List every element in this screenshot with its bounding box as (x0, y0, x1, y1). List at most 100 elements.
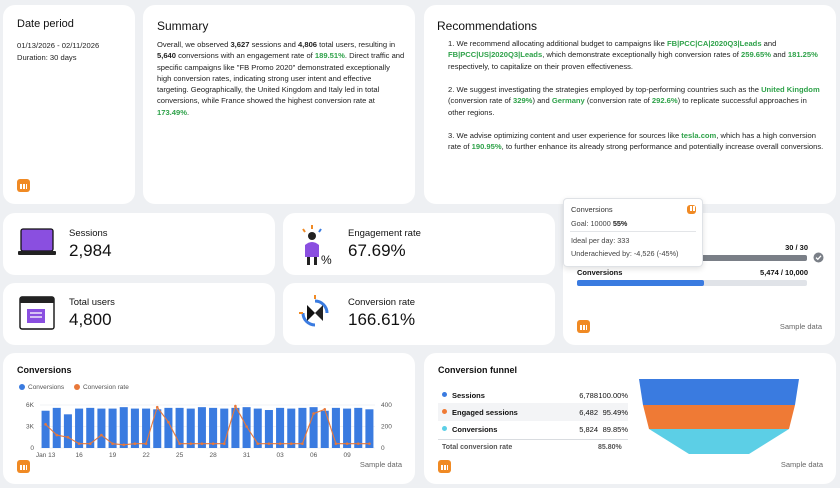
conversion-bar (75, 408, 84, 448)
x-tick: Jan 13 (36, 452, 56, 459)
funnel-stage-conversions (649, 429, 789, 454)
tooltip-title: Conversions (571, 205, 613, 214)
x-tick: 03 (276, 452, 284, 459)
date-range: 01/13/2026 - 02/11/2026 (17, 41, 100, 50)
engagement-metric-card: % Engagement rate 67.69% (283, 213, 555, 275)
conversion-rate-point (211, 442, 215, 445)
conversion-bar (220, 408, 229, 448)
conversion-bar (186, 408, 195, 448)
tooltip-goal: Goal: 10000 55% (571, 219, 628, 228)
conversion-rate-point (88, 442, 92, 445)
recommendation-3: 3. We advise optimizing content and user… (448, 131, 824, 152)
x-tick: 16 (75, 452, 83, 459)
conversion-rate-point (144, 442, 148, 445)
conversion-rate-point (312, 412, 315, 415)
recommendations-card: Recommendations 1. We recommend allocati… (424, 5, 836, 204)
recommendation-1: 1. We recommend allocating additional bu… (448, 39, 818, 71)
conversion-bar (197, 407, 206, 448)
conversion-bar (63, 414, 72, 448)
conversion-rate-point (167, 420, 170, 424)
conversion-rate-point (44, 423, 47, 426)
users-metric-card: Total users 4,800 (3, 283, 275, 345)
funnel-logo-icon (438, 460, 451, 473)
goals-sample-label: Sample data (779, 322, 822, 331)
y-left-tick: 0 (30, 445, 34, 452)
y-right-tick: 0 (381, 445, 385, 452)
legend-conversion-rate: Conversion rate (82, 384, 129, 391)
conversion-rate-point (301, 442, 304, 445)
duration: Duration: 30 days (17, 53, 77, 62)
conversion-rate-point (155, 405, 159, 409)
conversion-bar (209, 407, 218, 448)
conversion-bar (343, 408, 352, 448)
y-right-tick: 200 (381, 424, 392, 431)
engagement-value: 67.69% (348, 241, 406, 260)
conversion-rate-point (111, 442, 114, 445)
x-tick: 31 (243, 452, 251, 459)
engagement-person-icon: % (302, 225, 332, 267)
conversion-rate-point (323, 408, 327, 411)
x-tick: 25 (176, 452, 184, 459)
conversion-rate-point (368, 442, 371, 445)
conversion-rate-point (66, 435, 70, 439)
funnel-row-engaged: Engaged sessions 6,482 95.49% (438, 403, 628, 421)
users-label: Total users (69, 297, 115, 308)
conversion-metric-card: Conversion rate 166.61% (283, 283, 555, 345)
conversion-rate-point (345, 442, 349, 445)
funnel-row-conversions: Conversions 5,824 89.85% (438, 420, 628, 438)
conversion-rate-point (77, 442, 81, 445)
conversion-cycle-icon (299, 295, 329, 327)
date-period-title: Date period (17, 18, 74, 30)
conversion-rate-point (278, 442, 282, 445)
conversion-bar (276, 407, 285, 448)
recommendations-title: Recommendations (437, 19, 538, 33)
conversion-rate-point (122, 443, 126, 447)
funnel-stage-engaged (643, 405, 795, 429)
y-left-tick: 6K (26, 402, 35, 409)
conversions-chart-card: Conversions Conversions Conversion rate … (3, 353, 415, 484)
chart-logo-icon (17, 460, 30, 473)
x-tick: 06 (310, 452, 318, 459)
conversion-rate-point (256, 442, 260, 445)
y-left-tick: 3K (26, 424, 35, 431)
y-right-tick: 400 (381, 402, 392, 409)
tooltip-ideal: Ideal per day: 333 (571, 236, 630, 245)
conversion-rate-point (334, 442, 338, 445)
legend-conversions: Conversions (28, 384, 65, 391)
x-tick: 19 (109, 452, 117, 459)
conversion-rate-point (245, 425, 248, 428)
tooltip-logo-icon (687, 205, 697, 214)
conversions-dot (442, 426, 447, 431)
conversion-bar (354, 407, 363, 448)
sessions-label: Sessions (69, 228, 108, 239)
conversions-chart-title: Conversions (17, 365, 72, 375)
funnel-total-label: Total conversion rate (442, 444, 513, 451)
funnel-stage-sessions (639, 379, 799, 405)
conversion-bar (331, 407, 340, 448)
conversion-bar (52, 407, 61, 448)
conversion-bar (97, 408, 106, 448)
conversion-bar (320, 410, 329, 448)
conversion-rate-point (234, 404, 237, 408)
conversion-bar (231, 407, 240, 448)
funnel-total-value: 85.80% (598, 444, 622, 451)
funnel-title: Conversion funnel (438, 365, 518, 375)
conversion-bar (86, 407, 95, 448)
conversion-rate-point (222, 442, 226, 445)
conversion-bar (130, 408, 139, 448)
conversion-bar (365, 409, 374, 448)
goal-2-value: 5,474 / 10,000 (760, 268, 808, 277)
goal-2-fill (577, 280, 704, 286)
x-tick: 09 (343, 452, 351, 459)
conversion-rate-point (55, 433, 59, 437)
conversion-rate-point (178, 442, 181, 445)
x-tick: 22 (142, 452, 150, 459)
svg-text:%: % (321, 253, 332, 267)
conversion-rate-point (356, 442, 360, 445)
funnel-sample-label: Sample data (780, 460, 823, 469)
funnel-row-sessions: Sessions 6,788 100.00% (438, 386, 628, 404)
sessions-dot (442, 392, 447, 397)
conversion-bar (142, 408, 151, 448)
conversion-rate-point (189, 442, 193, 445)
x-tick: 28 (209, 452, 217, 459)
